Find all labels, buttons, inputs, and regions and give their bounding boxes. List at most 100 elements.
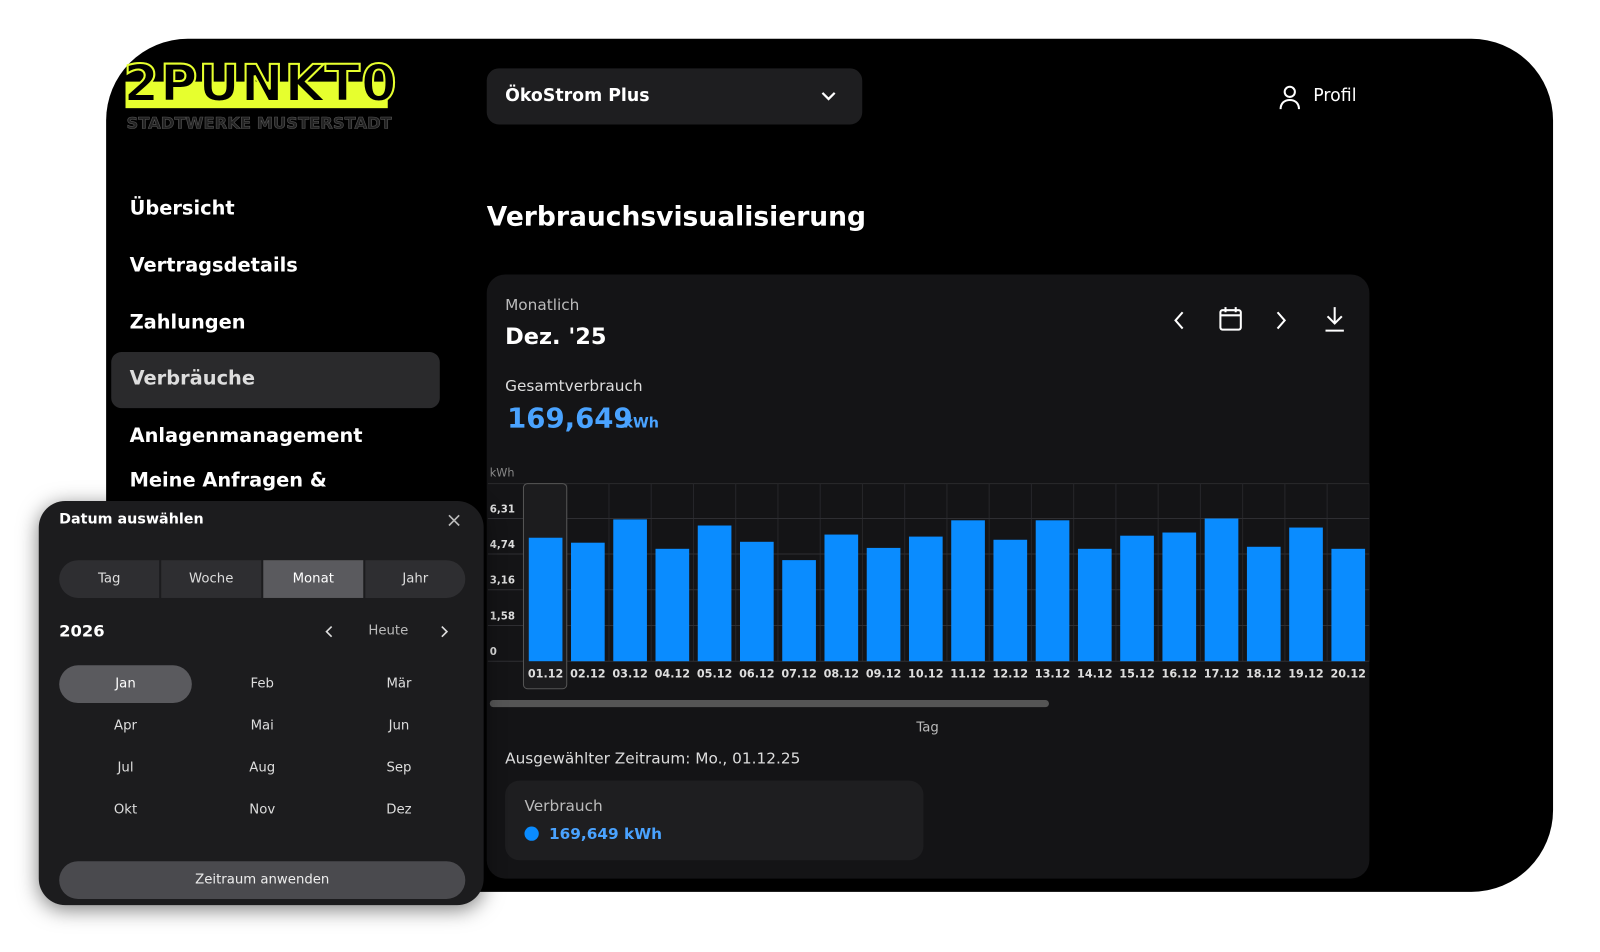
y-tick-label: 3,16 [490, 576, 515, 587]
x-axis-label: Tag [915, 721, 938, 736]
tooltip-box [505, 780, 924, 861]
bar [1204, 518, 1239, 662]
month-option[interactable]: Dez [386, 802, 412, 818]
month-option[interactable]: Jan [59, 665, 192, 704]
mode-tab[interactable]: Jahr [365, 560, 466, 598]
x-tick-label: 06.12 [739, 668, 774, 681]
total-label: Gesamtverbrauch [505, 376, 643, 395]
apply-button[interactable]: Zeitraum anwenden [59, 861, 466, 899]
year-prev[interactable] [322, 624, 336, 638]
period: Dez. '25 [505, 324, 607, 350]
x-tick-label: 18.12 [1246, 668, 1282, 681]
bar [739, 541, 774, 662]
period-type: Monatlich [505, 295, 580, 315]
month-option[interactable]: Nov [249, 802, 276, 818]
profile-label: Profil [1313, 85, 1357, 107]
month-option[interactable]: Aug [249, 760, 276, 776]
chevron-down [821, 92, 836, 101]
x-tick-label: 14.12 [1077, 668, 1113, 681]
nav-item[interactable]: Anlagenmanagement [129, 424, 363, 447]
x-tick-label: 08.12 [824, 668, 860, 681]
x-tick-label: 15.12 [1119, 668, 1155, 681]
y-axis-label: kWh [490, 467, 515, 480]
x-tick-label: 12.12 [993, 668, 1028, 681]
close-button[interactable] [447, 513, 461, 527]
bar [951, 520, 985, 662]
y-tick-label: 1,58 [490, 611, 515, 622]
x-tick-label: 01.12 [528, 668, 564, 681]
picker-year: 2026 [59, 621, 105, 641]
bar [528, 537, 563, 662]
nav-item[interactable]: Meine Anfragen & [129, 469, 327, 492]
bar [1120, 535, 1154, 662]
selected-range: Ausgewählter Zeitraum: Mo., 01.12.25 [505, 748, 801, 768]
bar [1162, 532, 1197, 662]
month-option[interactable]: Sep [386, 760, 412, 776]
x-tick-label: 17.12 [1204, 668, 1240, 681]
bar [1289, 527, 1323, 662]
logo-highlight [125, 81, 388, 109]
picker-title: Datum auswählen [59, 511, 204, 528]
x-tick-label: 16.12 [1162, 668, 1198, 681]
mode-tab[interactable]: Monat [263, 560, 364, 598]
download-button[interactable] [1325, 307, 1344, 332]
x-tick-label: 02.12 [570, 668, 606, 681]
logo-subtitle: STADTWERKE MUSTERSTADT [126, 113, 392, 133]
month-option[interactable]: Mai [250, 718, 274, 734]
x-tick-label: 03.12 [612, 668, 648, 681]
bar [993, 539, 1028, 662]
x-tick-label: 10.12 [908, 668, 944, 681]
calendar-button[interactable] [1219, 307, 1242, 331]
month-option[interactable]: Feb [250, 676, 274, 692]
mode-tab[interactable]: Tag [59, 560, 160, 598]
nav-item[interactable]: Vertragsdetails [129, 254, 298, 277]
x-tick-label: 11.12 [950, 668, 986, 681]
y-tick-label: 6,31 [490, 504, 515, 515]
month-option[interactable]: Mär [386, 676, 412, 692]
nav-item[interactable]: Zahlungen [129, 311, 246, 334]
bar [866, 547, 901, 662]
prev-button[interactable] [1174, 311, 1184, 330]
today-button[interactable]: Heute [368, 623, 409, 639]
month-option[interactable]: Jun [388, 718, 410, 734]
profile-icon [1279, 85, 1300, 110]
tariff-select[interactable]: ÖkoStrom Plus [486, 68, 863, 125]
y-tick-label: 4,74 [490, 540, 515, 551]
bar [1035, 520, 1070, 662]
logo-title: 2PUNKT0 [122, 53, 398, 114]
y-tick-label: 0 [490, 647, 497, 658]
scrollbar [489, 699, 1049, 708]
tariff-name: ÖkoStrom Plus [505, 85, 650, 107]
bar [824, 534, 859, 662]
total-value: 169,649 [507, 403, 633, 435]
x-tick-label: 05.12 [697, 668, 733, 681]
bar [1077, 548, 1112, 662]
bar [782, 560, 816, 662]
bar [1331, 548, 1366, 662]
legend-dot [524, 826, 539, 841]
mode-tab[interactable]: Woche [161, 560, 262, 598]
next-button[interactable] [1276, 311, 1287, 330]
page-title: Verbrauchsvisualisierung [486, 202, 867, 233]
bar [1246, 546, 1281, 662]
x-tick-label: 07.12 [781, 668, 817, 681]
nav-item[interactable]: Übersicht [129, 196, 235, 220]
bar [613, 519, 647, 662]
tooltip-label: Verbrauch [524, 796, 603, 816]
total-unit: kWh [623, 415, 659, 432]
x-tick-label: 04.12 [655, 668, 691, 681]
month-option[interactable]: Jul [117, 760, 134, 776]
chart: kWh 0 1,58 3,16 4,74 6,31 01.12 02.12 03.12 04.12… [487, 467, 1370, 736]
year-next[interactable] [437, 624, 451, 638]
x-tick-label: 09.12 [866, 668, 902, 681]
month-option[interactable]: Apr [114, 718, 137, 734]
x-tick-label: 20.12 [1331, 668, 1367, 681]
x-tick-label: 19.12 [1288, 668, 1324, 681]
nav-active-bg [111, 352, 440, 409]
card-toolbar [1174, 307, 1344, 332]
nav-item[interactable]: Verbräuche [129, 367, 256, 390]
month-option[interactable]: Okt [113, 802, 138, 818]
bar [571, 542, 605, 662]
